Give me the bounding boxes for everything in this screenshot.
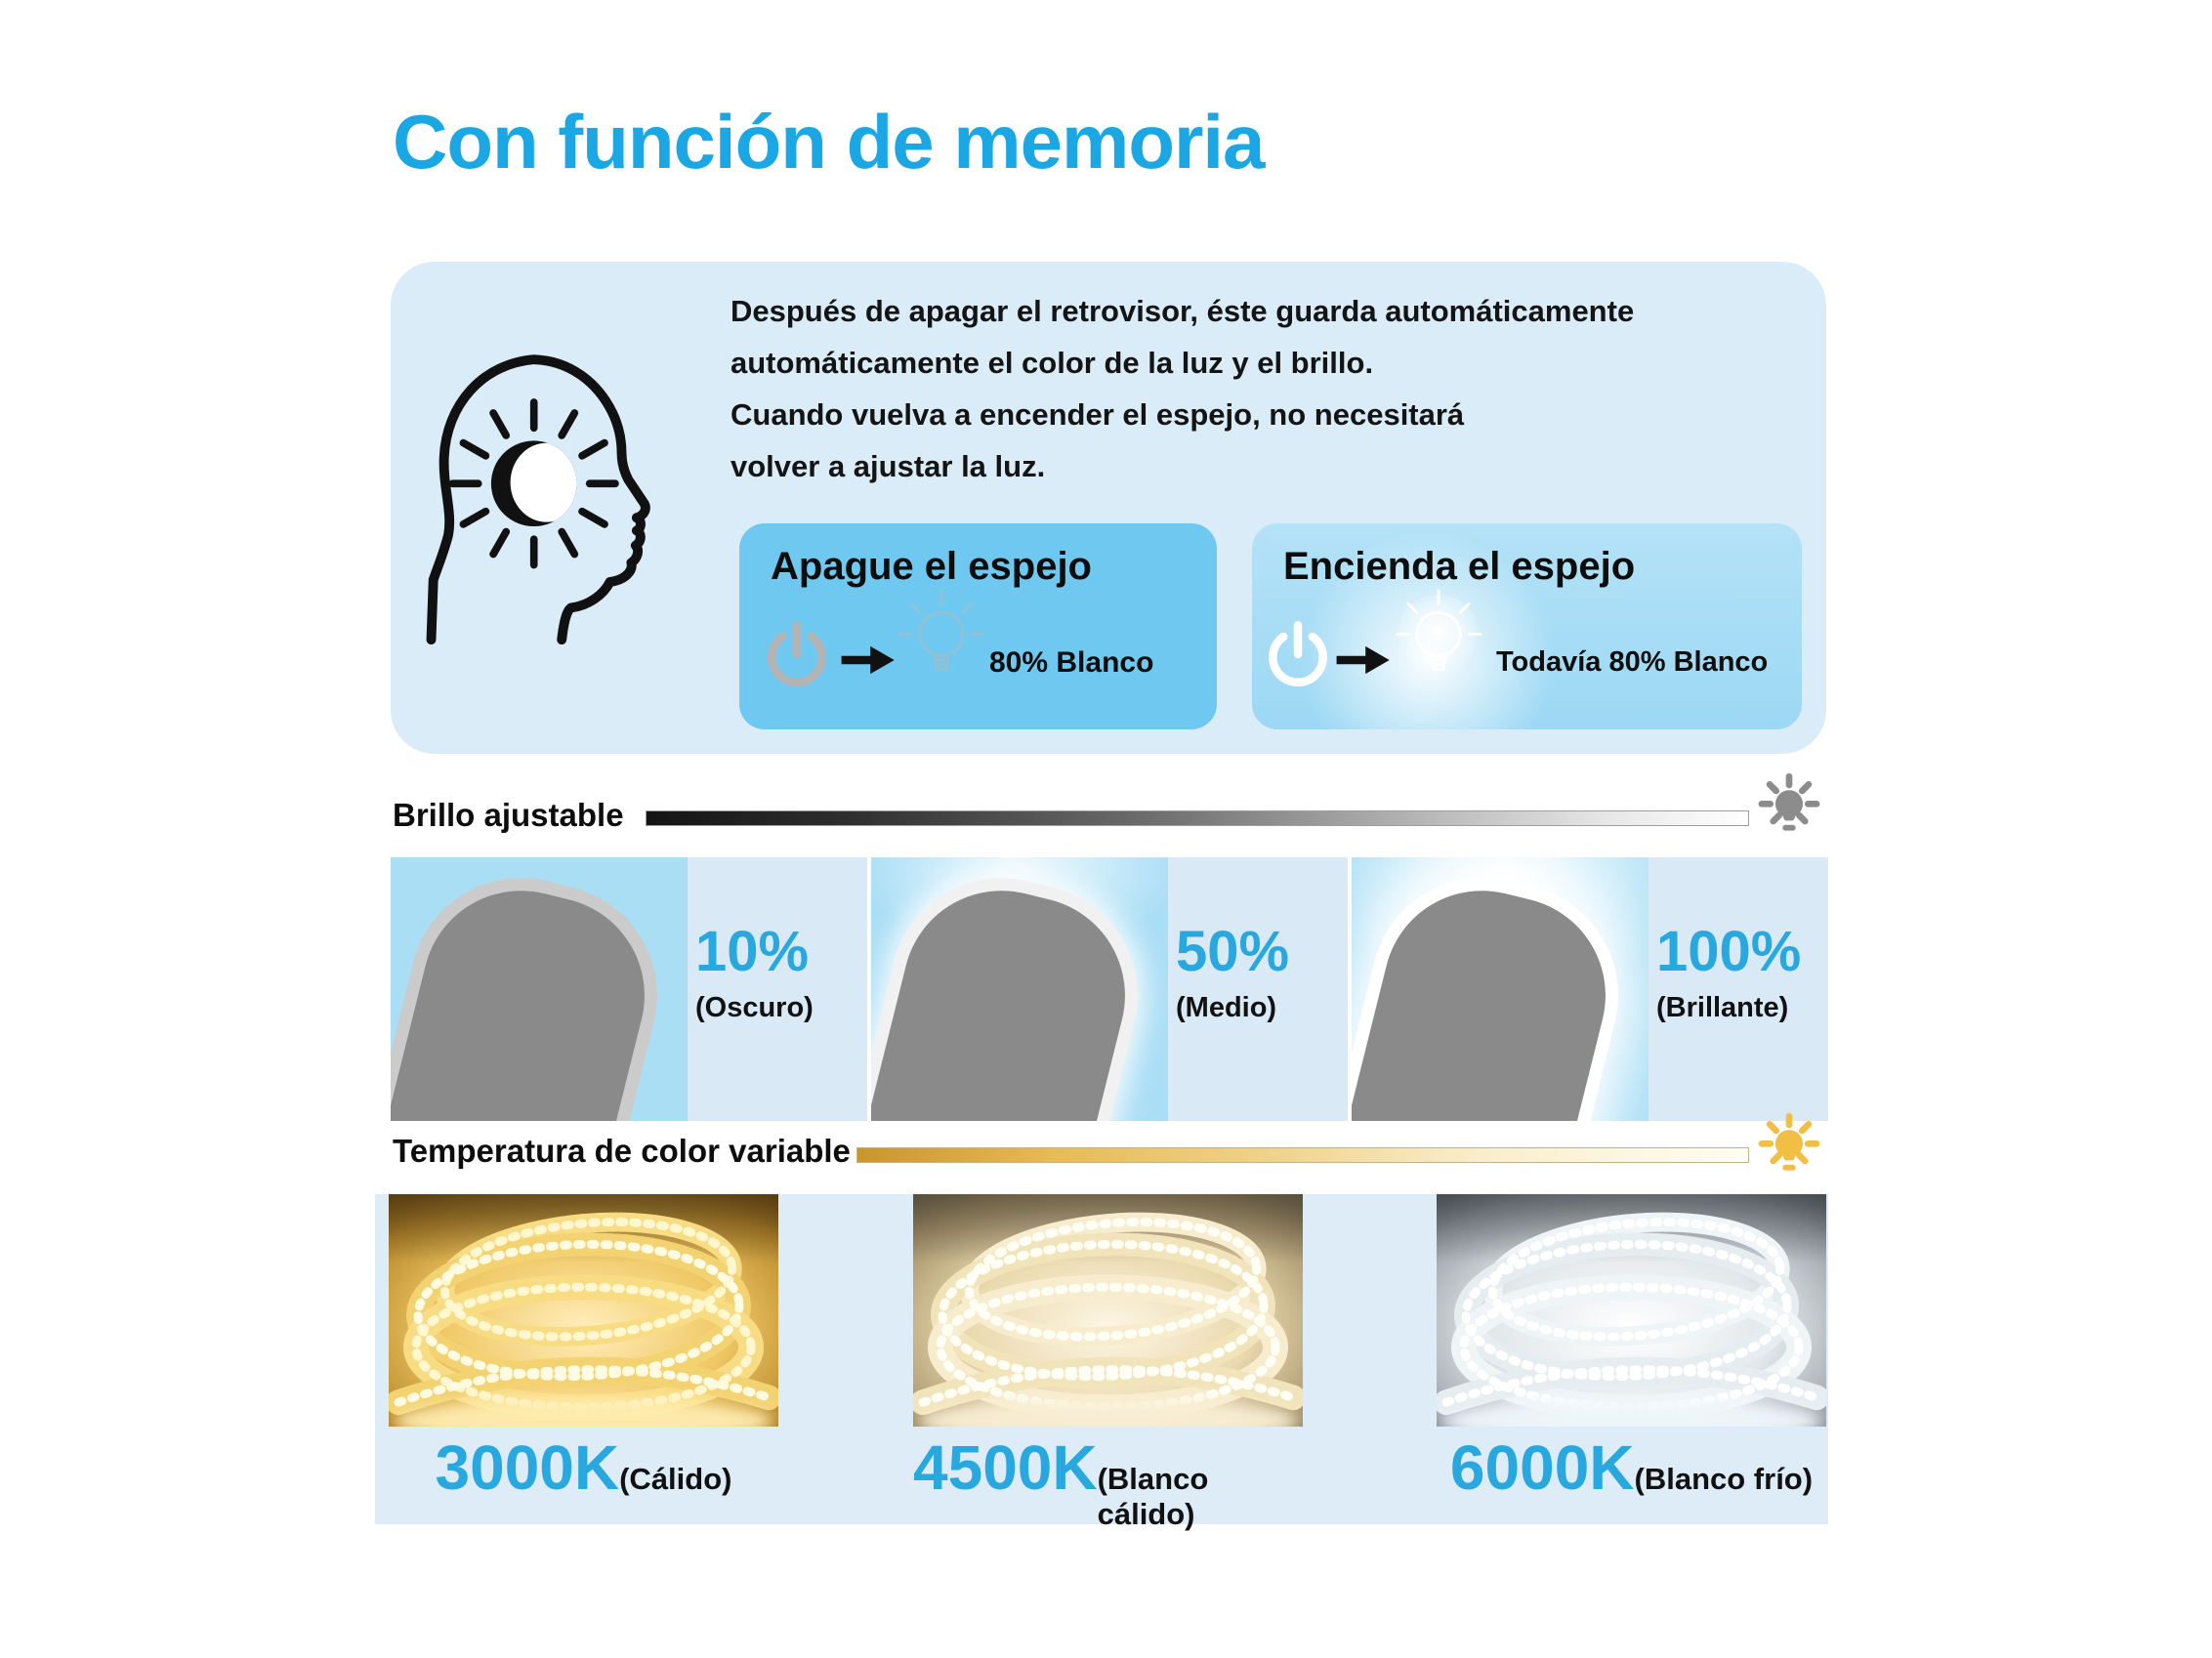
temperature-option-3000k: 3000K (Cálido) [389,1436,778,1499]
percent-name: (Oscuro) [695,992,814,1023]
page-title: Con función de memoria [393,99,1265,185]
kelvin-value: 3000K [435,1432,620,1503]
color-temperature-strip: 3000K (Cálido) 4500K (Blanco cálido) 6000K… [375,1194,1828,1531]
bulb-gray-icon [1758,772,1820,831]
mirror-image-medium [871,857,1168,1121]
percent-name: (Medio) [1176,992,1277,1023]
led-strip-photo-3000k [389,1194,778,1427]
bulb-yellow-icon [1758,1112,1820,1171]
percent-value: 10% [695,920,810,983]
brightness-label: Brillo ajustable [393,797,624,833]
mirror-off-card: Apague el espejo 80% Blanco [739,523,1217,729]
kelvin-name: (Cálido) [619,1462,732,1496]
brightness-panel-50: 50% (Medio) [871,857,1348,1121]
percent-value: 100% [1656,920,1802,983]
brightness-panel-10: 10% (Oscuro) [391,857,867,1121]
brightness-panel-100: 100% (Brillante) [1352,857,1828,1121]
power-icon [1268,621,1328,687]
arrow-right-icon [841,645,895,675]
brightness-value: 50% (Medio) [1168,857,1348,1121]
temperature-label: Temperatura de color variable [393,1133,851,1169]
brightness-value: 10% (Oscuro) [688,857,867,1121]
kelvin-value: 6000K [1449,1432,1635,1503]
kelvin-name: (Blanco cálido) [1097,1462,1209,1531]
arrow-right-icon [1336,645,1390,675]
card-title: Apague el espejo [771,545,1092,588]
kelvin-name: (Blanco frío) [1634,1462,1814,1496]
percent-value: 50% [1176,920,1290,983]
description-line: automáticamente el color de la luz y el … [730,346,1374,380]
kelvin-value: 4500K [913,1432,1098,1503]
percent-name: (Brillante) [1656,992,1789,1023]
brightness-gradient-bar [646,810,1749,826]
led-strip-photo-6000k [1437,1194,1826,1427]
temperature-option-4500k: 4500K (Blanco cálido) [913,1436,1303,1532]
brightness-levels: 10% (Oscuro) 50% (Medio) 100% (Brillante… [391,857,1828,1121]
memory-description: Después de apagar el retrovisor, éste gu… [730,285,1746,492]
brightness-value: 100% (Brillante) [1649,857,1828,1121]
head-profile-sun-memory-icon [426,354,650,644]
card-title: Encienda el espejo [1283,545,1636,588]
card-result-label: 80% Blanco [989,646,1154,679]
mirror-shape [1352,857,1643,1121]
led-strip-photo-4500k [913,1194,1303,1427]
mirror-shape [871,857,1162,1121]
description-line: Cuando vuelva a encender el espejo, no n… [730,397,1465,432]
description-line: volver a ajustar la luz. [730,449,1046,483]
bulb-on-icon [1395,589,1482,675]
temperature-option-6000k: 6000K (Blanco frío) [1437,1436,1826,1499]
sun-rays [448,398,619,569]
memory-function-panel: Después de apagar el retrovisor, éste gu… [391,262,1826,754]
mirror-image-dim [391,857,688,1121]
temperature-gradient-bar [856,1147,1749,1163]
card-result-label: Todavía 80% Blanco [1496,646,1769,678]
mirror-image-bright [1352,857,1649,1121]
mirror-on-card: Encienda el espejo [1252,523,1802,729]
power-icon [767,621,827,687]
mirror-shape [391,857,682,1121]
bulb-off-icon [898,589,984,671]
description-line: Después de apagar el retrovisor, éste gu… [730,294,1635,328]
